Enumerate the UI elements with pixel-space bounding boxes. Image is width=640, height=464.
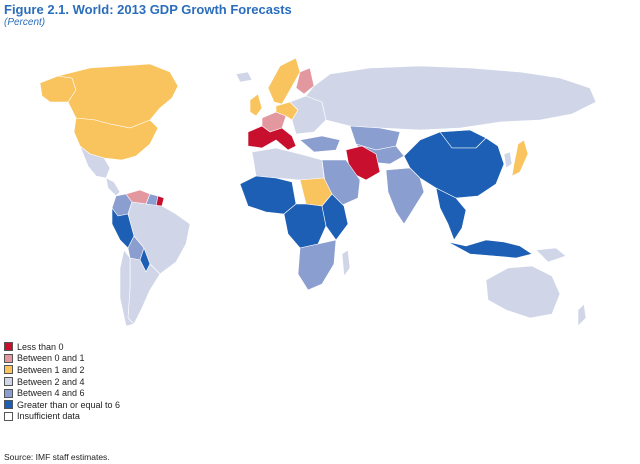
- region-korea: [503, 151, 513, 169]
- region-finland: [295, 67, 315, 95]
- world-map: [39, 45, 597, 327]
- region-japan: [511, 139, 529, 177]
- region-north-africa: [251, 147, 325, 181]
- region-mexico: [79, 145, 111, 179]
- region-scandinavia: [267, 57, 301, 105]
- legend-swatch: [4, 377, 13, 387]
- legend-swatch: [4, 411, 13, 421]
- legend-item-between-2-and-4: Between 2 and 4: [4, 376, 120, 388]
- region-chile: [119, 249, 135, 327]
- legend-label: Between 0 and 1: [17, 353, 85, 364]
- region-southern-africa: [297, 239, 337, 291]
- region-greenland: [187, 45, 241, 95]
- region-india: [385, 167, 425, 225]
- legend-label: Between 4 and 6: [17, 388, 85, 399]
- region-turkey: [299, 135, 341, 153]
- legend-item-6-or-more: Greater than or equal to 6: [4, 399, 120, 411]
- legend-label: Between 1 and 2: [17, 364, 85, 375]
- region-papua: [535, 247, 567, 263]
- legend-swatch: [4, 388, 13, 398]
- legend-swatch: [4, 342, 13, 352]
- region-australia: [485, 265, 561, 319]
- legend-label: Less than 0: [17, 341, 64, 352]
- legend-item-less-than-0: Less than 0: [4, 341, 120, 353]
- legend-swatch: [4, 400, 13, 410]
- region-east-africa: [321, 193, 349, 241]
- legend-item-between-4-and-6: Between 4 and 6: [4, 387, 120, 399]
- region-iceland: [235, 71, 253, 83]
- region-west-africa: [239, 175, 297, 215]
- region-southern-europe: [247, 125, 297, 151]
- legend-label: Insufficient data: [17, 411, 80, 422]
- region-china: [403, 131, 505, 199]
- figure-title: Figure 2.1. World: 2013 GDP Growth Forec…: [4, 2, 292, 17]
- legend-item-insufficient-data: Insufficient data: [4, 411, 120, 423]
- region-new-zealand: [577, 303, 587, 327]
- region-central-america: [105, 177, 121, 197]
- region-madagascar: [341, 249, 351, 277]
- legend-item-between-1-and-2: Between 1 and 2: [4, 364, 120, 376]
- figure-subtitle: (Percent): [4, 17, 46, 28]
- region-southeast-asia: [435, 187, 467, 241]
- legend-label: Between 2 and 4: [17, 376, 85, 387]
- region-uk: [249, 93, 263, 117]
- source-note: Source: IMF staff estimates.: [4, 452, 110, 462]
- legend-label: Greater than or equal to 6: [17, 399, 121, 410]
- legend: Less than 0 Between 0 and 1 Between 1 an…: [4, 341, 120, 422]
- legend-swatch: [4, 353, 13, 363]
- region-central-africa: [283, 203, 327, 249]
- legend-swatch: [4, 365, 13, 375]
- legend-item-between-0-and-1: Between 0 and 1: [4, 353, 120, 365]
- region-russia: [305, 65, 597, 131]
- region-indonesia: [447, 239, 533, 259]
